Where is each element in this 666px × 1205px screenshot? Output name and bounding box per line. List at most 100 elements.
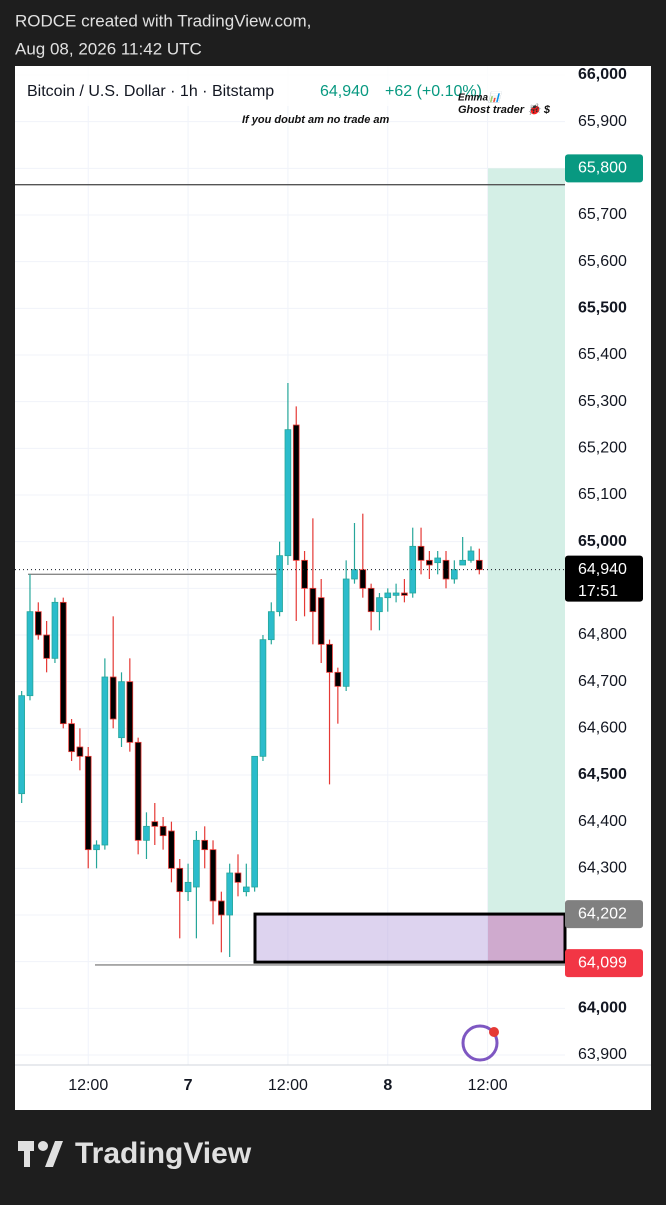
candle-body xyxy=(159,825,167,837)
candle-body xyxy=(226,872,233,916)
price-change: +62 (+0.10%) xyxy=(385,83,482,100)
candle-body xyxy=(392,592,400,596)
y-tick-label: 63,900 xyxy=(578,1046,627,1063)
price-tag-label: 64,099 xyxy=(578,954,627,971)
candle-body xyxy=(43,634,50,659)
y-tick-label: 64,700 xyxy=(578,673,627,690)
candle-body xyxy=(51,601,59,659)
y-tick-label: 65,600 xyxy=(578,253,627,270)
candle-body xyxy=(59,601,67,725)
header-line: RODCE created with TradingView.com, xyxy=(15,11,311,30)
candle-body xyxy=(434,557,442,564)
x-tick-label: 8 xyxy=(383,1077,392,1094)
candle-body xyxy=(193,839,200,888)
y-tick-label: 65,400 xyxy=(578,346,627,363)
candle-body xyxy=(26,611,34,697)
candle-body xyxy=(334,671,342,687)
y-tick-label: 66,000 xyxy=(578,66,627,83)
brand: TradingView xyxy=(75,1137,252,1170)
target-zone xyxy=(488,168,565,915)
candle-body xyxy=(259,639,267,757)
candle-body xyxy=(184,881,192,893)
candle-body xyxy=(451,569,458,580)
legend-bg xyxy=(15,66,565,106)
y-tick-label: 64,800 xyxy=(578,626,627,643)
candle-body xyxy=(367,587,375,613)
stop-zone xyxy=(488,914,565,963)
candle-body xyxy=(68,723,75,753)
candle-body xyxy=(309,587,317,613)
candle-body xyxy=(76,746,84,757)
annotation: Ghost trader 🐞 $ xyxy=(458,103,551,116)
x-tick-label: 7 xyxy=(184,1077,193,1094)
price-tag-label: 64,202 xyxy=(578,905,627,922)
x-tick-label: 12:00 xyxy=(68,1077,108,1094)
candle-body xyxy=(126,681,134,743)
candle-body xyxy=(359,569,367,589)
price-tag-label: 64,940 xyxy=(578,561,627,578)
candle-body xyxy=(218,900,225,916)
candle-body xyxy=(292,424,300,561)
candle-body xyxy=(84,755,92,851)
y-tick-label: 65,100 xyxy=(578,486,627,503)
y-tick-label: 64,400 xyxy=(578,813,627,830)
candle-body xyxy=(201,839,209,851)
symbol-title: Bitcoin / U.S. Dollar · 1h · Bitstamp xyxy=(27,83,274,100)
price-tag xyxy=(565,555,643,602)
candle-body xyxy=(342,578,350,687)
y-tick-label: 65,700 xyxy=(578,206,627,223)
price-tag xyxy=(565,949,643,978)
candle-body xyxy=(243,886,250,893)
candle-body xyxy=(301,559,308,589)
price-tag xyxy=(565,900,643,929)
candle-body xyxy=(284,429,292,557)
candle-body xyxy=(376,597,383,613)
y-tick-label: 65,000 xyxy=(578,533,627,550)
candle-body xyxy=(409,545,417,594)
candle-body xyxy=(475,559,483,571)
y-tick-label: 64,500 xyxy=(578,766,627,783)
candle-body xyxy=(251,755,258,888)
candle-body xyxy=(101,676,109,846)
y-tick-label: 64,600 xyxy=(578,720,627,737)
price-tag xyxy=(565,154,643,183)
candle-body xyxy=(209,849,217,902)
y-tick-label: 65,300 xyxy=(578,393,627,410)
candle-body xyxy=(326,643,333,673)
candle-body xyxy=(109,676,117,720)
candle-body xyxy=(351,569,358,580)
candle-body xyxy=(151,821,159,827)
candle-body xyxy=(134,741,142,841)
header-line: Aug 08, 2026 11:42 UTC xyxy=(15,39,202,58)
candle-body xyxy=(118,681,125,739)
y-tick-label: 64,300 xyxy=(578,860,627,877)
y-tick-label: 65,500 xyxy=(578,300,627,317)
y-tick-label: 64,000 xyxy=(578,1000,627,1017)
candle-body xyxy=(34,611,42,636)
x-tick-label: 12:00 xyxy=(468,1077,508,1094)
candle-body xyxy=(143,825,150,841)
plot xyxy=(15,66,651,1066)
annotation: Emma📊 xyxy=(458,91,503,104)
price-tag-label: 65,800 xyxy=(578,160,627,177)
candle-body xyxy=(459,559,466,566)
candle-body xyxy=(401,592,408,596)
candle-body xyxy=(417,545,425,561)
candle-body xyxy=(276,555,283,613)
candle-body xyxy=(267,611,275,641)
last-price: 64,940 xyxy=(320,83,369,100)
candle-body xyxy=(93,844,100,851)
candle-body xyxy=(168,830,175,869)
candle-body xyxy=(234,872,242,883)
y-tick-label: 65,900 xyxy=(578,113,627,130)
candle-body xyxy=(426,559,433,566)
x-tick-label: 12:00 xyxy=(268,1077,308,1094)
countdown: 17:51 xyxy=(578,583,618,600)
ai-icon xyxy=(461,1024,499,1062)
candle-body xyxy=(18,695,25,795)
logo xyxy=(18,1141,63,1167)
candle-body xyxy=(317,597,325,645)
y-tick-label: 65,200 xyxy=(578,440,627,457)
